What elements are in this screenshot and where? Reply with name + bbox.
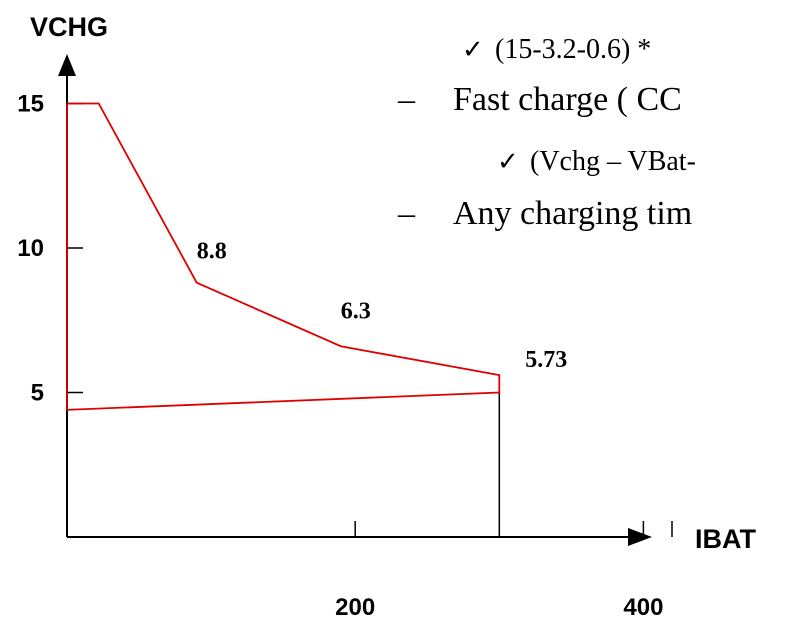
y-tick-label: 5 [31,380,44,407]
dash-icon: – [397,195,416,232]
checkmark-icon: ✓ [462,35,484,65]
annotations: 8.8 6.3 5.73 [197,239,568,373]
series-layer [66,102,501,411]
x-tick-label: 400 [623,594,663,621]
bullet-text-3: (Vchg – VBat- [530,146,696,177]
x-axis-title: IBAT [695,524,756,554]
y-axis-title: VCHG [30,12,108,42]
bullet-text-2: Fast charge ( CC [453,81,682,118]
x-ticks: 200400600800 [335,521,663,621]
checkmark-icon: ✓ [497,147,519,177]
slide-text-block: ✓ (15-3.2-0.6) * – Fast charge ( CC ✓ (V… [397,34,696,232]
dash-icon: – [397,81,416,118]
y-axis-arrow-icon [58,54,76,76]
bullet-text-1: (15-3.2-0.6) * [495,34,651,65]
x-tick-label: 200 [335,594,375,621]
data-label: 6.3 [341,298,371,324]
bullet-text-4: Any charging tim [453,195,692,232]
y-ticks: 5 10 15 [17,91,83,407]
x-axis-arrow-icon [628,528,652,546]
series-line [66,102,501,411]
data-label: 8.8 [197,239,227,265]
y-tick-label: 15 [17,91,44,118]
data-label: 5.73 [525,347,567,373]
y-tick-label: 10 [17,235,44,262]
